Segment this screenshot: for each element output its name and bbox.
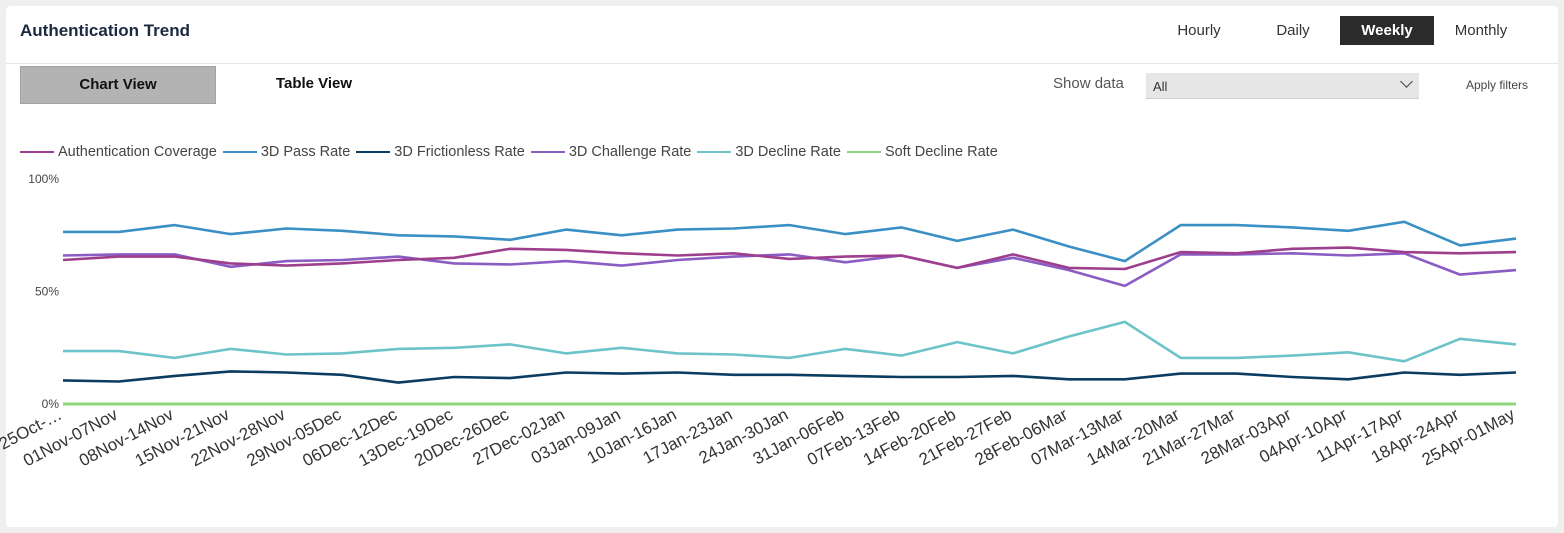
legend-label: 3D Decline Rate: [735, 144, 841, 160]
header-divider: [6, 63, 1558, 64]
legend-swatch: [222, 151, 257, 153]
legend-label: Authentication Coverage: [58, 144, 217, 160]
legend-swatch: [20, 151, 54, 153]
legend-label: 3D Challenge Rate: [568, 144, 692, 160]
legend-item[interactable]: Soft Decline Rate: [846, 144, 998, 160]
legend-swatch: [697, 151, 732, 153]
legend-swatch: [356, 151, 391, 153]
legend-label: 3D Frictionless Rate: [394, 144, 525, 160]
legend-item[interactable]: 3D Decline Rate: [697, 144, 841, 160]
y-tick-label: 100%: [28, 172, 59, 186]
series-line[interactable]: [62, 246, 1517, 271]
legend-label: Soft Decline Rate: [884, 144, 998, 160]
series-line[interactable]: [63, 220, 1517, 263]
series-line[interactable]: [62, 370, 1517, 384]
y-tick-label: 50%: [35, 285, 59, 299]
tab-weekly[interactable]: Weekly: [1340, 16, 1434, 45]
page-title: Authentication Trend: [20, 21, 190, 40]
series-line[interactable]: [63, 320, 1517, 363]
legend-item[interactable]: Authentication Coverage: [20, 144, 217, 160]
show-data-value: All: [1153, 79, 1168, 94]
legend-item[interactable]: 3D Pass Rate: [222, 144, 351, 160]
period-tabs: Hourly Daily Weekly Monthly: [1152, 16, 1528, 45]
apply-filters-button[interactable]: Apply filters: [1466, 78, 1529, 92]
chart-view-button[interactable]: Chart View: [20, 66, 216, 104]
chart-legend: Authentication Coverage 3D Pass Rate 3D Fr…: [20, 144, 1004, 160]
legend-swatch: [530, 151, 565, 153]
y-tick-label: 0%: [42, 397, 60, 411]
legend-item[interactable]: 3D Frictionless Rate: [356, 144, 525, 160]
legend-item[interactable]: 3D Challenge Rate: [530, 144, 692, 160]
tab-hourly[interactable]: Hourly: [1177, 22, 1221, 39]
table-view-button[interactable]: Table View: [275, 75, 353, 92]
legend-label: 3D Pass Rate: [260, 144, 351, 160]
legend-swatch: [846, 151, 881, 153]
tab-monthly[interactable]: Monthly: [1454, 22, 1508, 39]
show-data-label: Show data: [1053, 75, 1124, 92]
tab-daily[interactable]: Daily: [1276, 22, 1310, 39]
series-line[interactable]: [62, 252, 1517, 288]
show-data-select[interactable]: All: [1146, 73, 1419, 99]
